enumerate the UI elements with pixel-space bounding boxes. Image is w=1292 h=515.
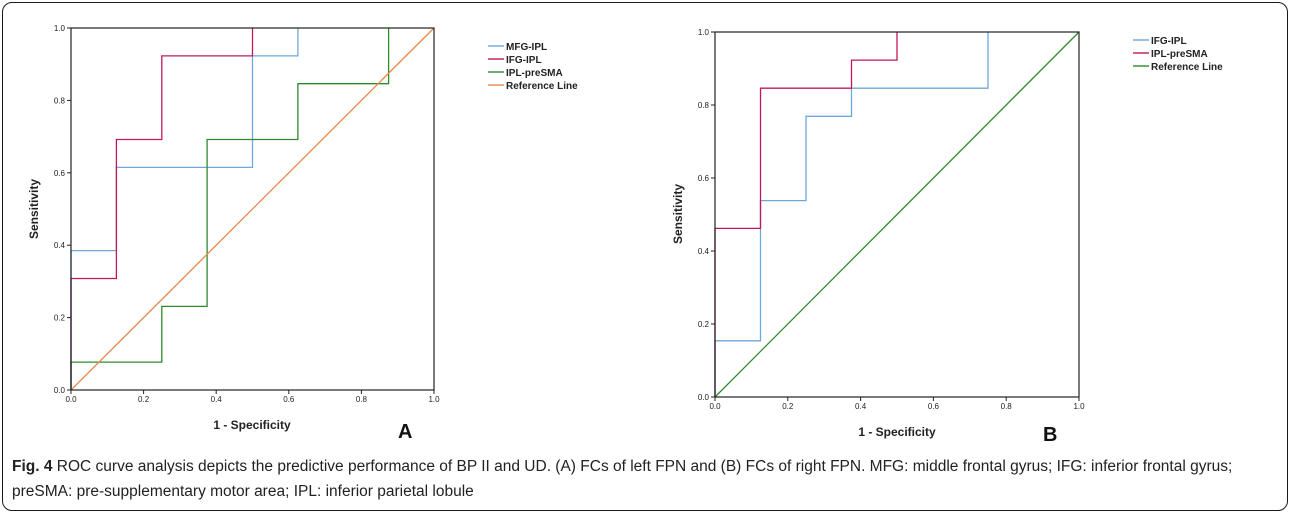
x-tick-label: 0.8 [1001, 402, 1013, 411]
panel-letter: B [1043, 424, 1057, 446]
x-tick-label: 0.4 [855, 402, 867, 411]
legend-label: Reference Line [506, 81, 578, 92]
series-line-ifg-ipl [714, 32, 989, 397]
series-line-ifg-ipl [70, 28, 254, 390]
panel-letter: A [398, 421, 412, 443]
series-line-mfg-ipl [70, 28, 299, 390]
y-tick-label: 0.8 [698, 101, 710, 110]
x-tick-label: 0.2 [138, 395, 150, 404]
x-tick-label: 0.0 [65, 395, 77, 404]
legend-label: IPL-preSMA [1151, 49, 1208, 60]
x-tick-label: 0.0 [709, 402, 721, 411]
x-tick-label: 0.2 [782, 402, 794, 411]
y-tick-label: 0.0 [54, 386, 66, 395]
legend-label: MFG-IPL [506, 42, 547, 53]
y-axis-label: Sensitivity [671, 184, 685, 244]
x-tick-label: 1.0 [428, 395, 440, 404]
legend-label: IFG-IPL [1151, 36, 1187, 47]
y-tick-label: 1.0 [54, 24, 66, 33]
y-axis-label: Sensitivity [27, 179, 41, 239]
x-tick-label: 0.4 [211, 395, 223, 404]
x-tick-label: 0.8 [356, 395, 368, 404]
legend-label: IFG-IPL [506, 55, 542, 66]
chart-panel-b: 0.0 0.2 0.4 0.6 0.8 1.0 0.0 0.2 0.4 0.6 0.8 1.0 1 - … [671, 28, 1223, 446]
chart-panel-a: 0.0 0.2 0.4 0.6 0.8 1.0 0.0 0.2 0.4 0.6 0.8 1.0 1 - … [27, 24, 578, 443]
legend-label: Reference Line [1151, 62, 1223, 73]
caption-text: ROC curve analysis depicts the predictiv… [12, 458, 1233, 500]
y-tick-label: 0.2 [54, 314, 66, 323]
plot-frame [714, 31, 1080, 398]
series-line-reference-line [714, 31, 1080, 398]
y-tick-label: 0.4 [54, 241, 66, 250]
figure-label: Fig. 4 [12, 458, 53, 475]
y-tick-label: 1.0 [698, 28, 710, 37]
legend-label: IPL-preSMA [506, 68, 563, 79]
x-tick-label: 0.6 [928, 402, 940, 411]
x-axis-label: 1 - Specificity [213, 418, 291, 432]
y-tick-label: 0.0 [698, 393, 710, 402]
series-line-reference-line [70, 27, 435, 391]
y-tick-label: 0.2 [698, 320, 710, 329]
y-tick-label: 0.6 [54, 169, 66, 178]
y-tick-label: 0.6 [698, 174, 710, 183]
series-line-ipl-presma [70, 28, 390, 390]
plot-frame [70, 27, 435, 391]
y-tick-label: 0.8 [54, 96, 66, 105]
figure-caption: Fig. 4 ROC curve analysis depicts the pr… [12, 454, 1274, 504]
x-tick-label: 0.6 [283, 395, 295, 404]
series-line-ipl-presma [714, 32, 898, 397]
x-axis-label: 1 - Specificity [858, 425, 936, 439]
x-tick-label: 1.0 [1073, 402, 1085, 411]
y-tick-label: 0.4 [698, 247, 710, 256]
